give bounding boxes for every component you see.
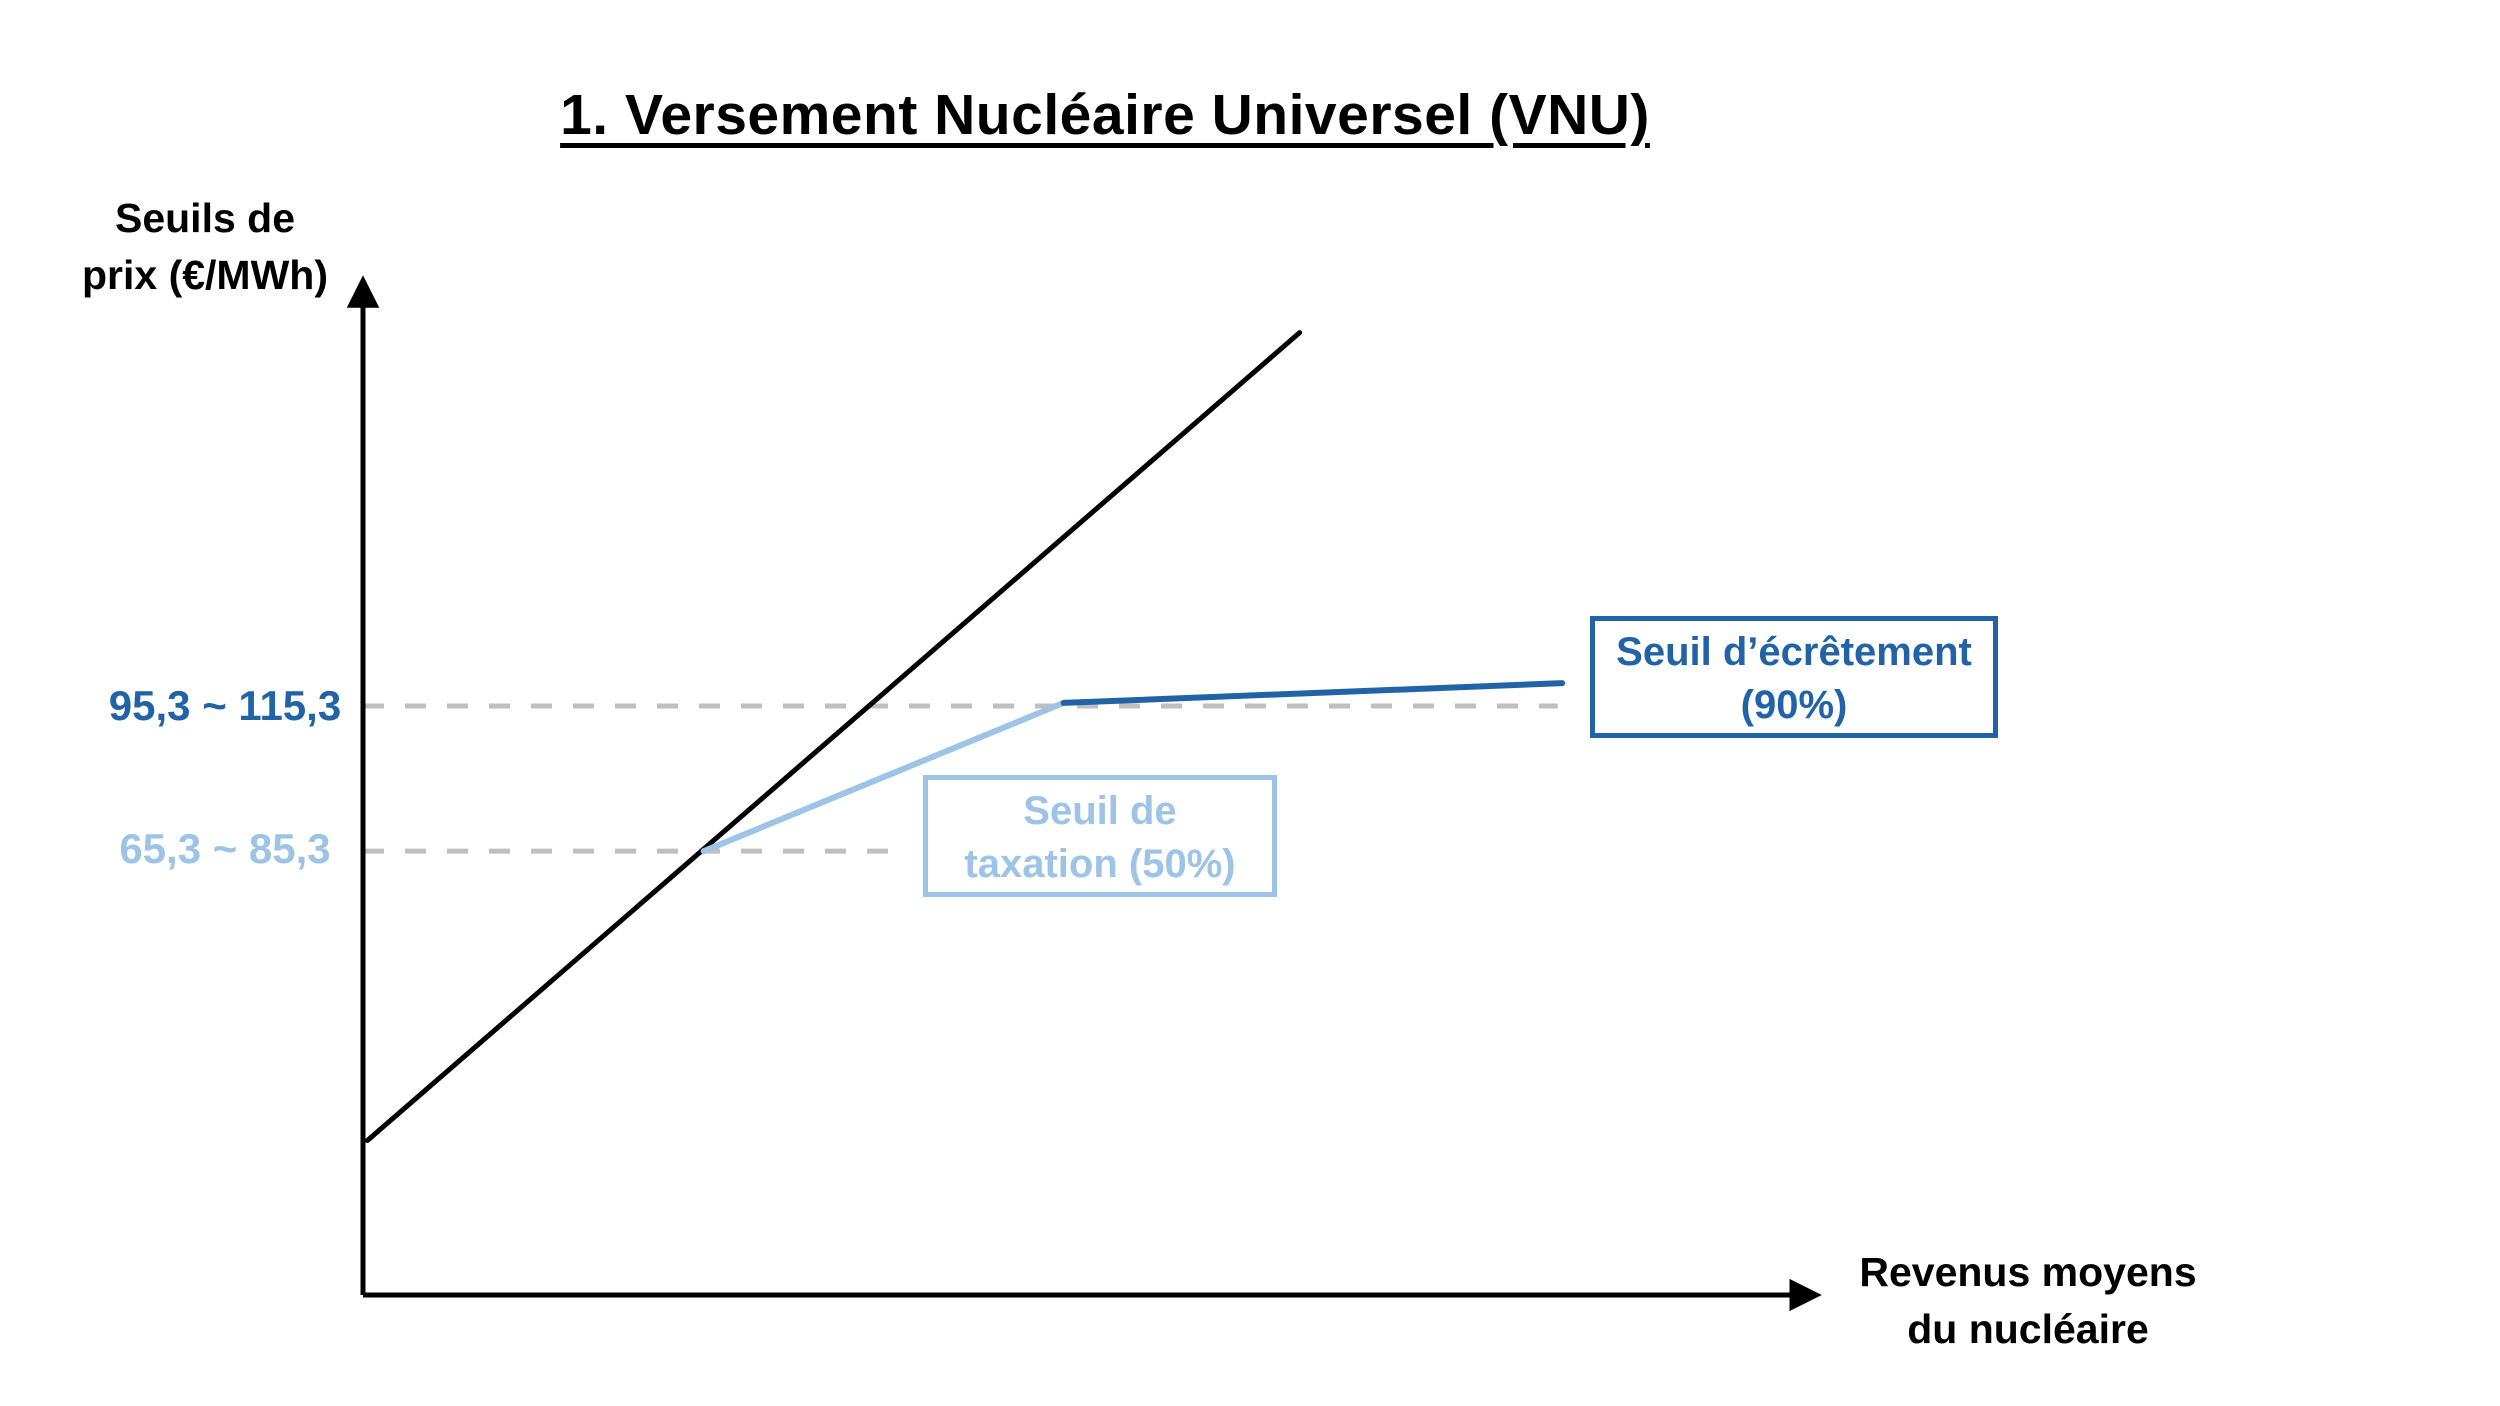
- after-taxation-50-line: [700, 699, 1067, 855]
- ecretement-label-line2: (90%): [1740, 683, 1848, 727]
- taxation-threshold-tick-label: 65,3 ~ 85,3: [119, 825, 331, 872]
- x-axis-label-line1: Revenus moyens: [1859, 1249, 2197, 1295]
- y-axis-label: Seuils de prix (€/MWh): [55, 190, 355, 304]
- x-axis-label-line2: du nucléaire: [1907, 1306, 2149, 1352]
- series-layer: [364, 330, 1566, 1143]
- taxation-label-line2: taxation (50%): [964, 842, 1236, 886]
- ecretement-label-line1: Seuil d’écrêtement: [1616, 630, 1972, 674]
- after-ecretement-90-line: [1060, 680, 1566, 706]
- ecretement-label-box: Seuil d’écrêtement (90%): [1590, 616, 1998, 738]
- y-axis-label-line1: Seuils de: [114, 195, 295, 241]
- taxation-label-box: Seuil de taxation (50%): [923, 775, 1277, 897]
- chart-title: 1. Versement Nucléaire Universel (VNU): [560, 83, 1650, 147]
- taxation-label-line1: Seuil de: [1023, 789, 1177, 833]
- y-axis-label-line2: prix (€/MWh): [82, 252, 328, 298]
- x-axis-label: Revenus moyens du nucléaire: [1858, 1244, 2198, 1358]
- threshold-guides-layer: [363, 703, 1558, 854]
- market-revenue-line: [364, 330, 1303, 1143]
- ecretement-threshold-tick-label: 95,3 ~ 115,3: [108, 682, 342, 729]
